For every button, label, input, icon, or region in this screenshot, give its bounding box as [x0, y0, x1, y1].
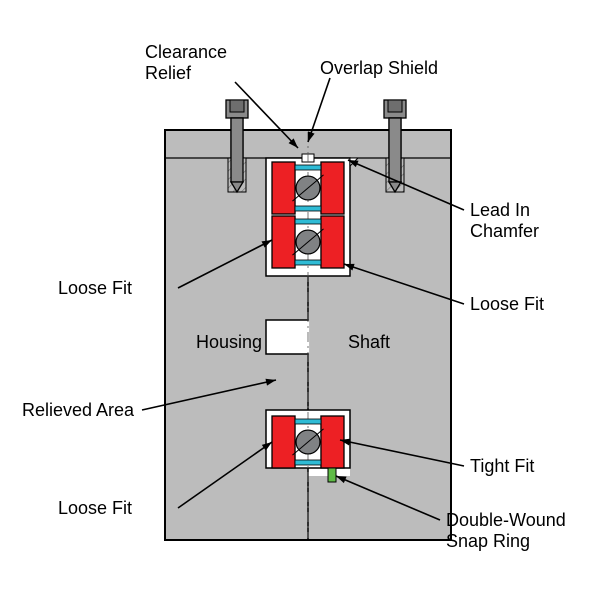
region-shaft: Shaft — [348, 332, 390, 353]
label-loose_fit_bl: Loose Fit — [58, 498, 132, 519]
label-lead_in_chamfer: Lead InChamfer — [470, 200, 539, 241]
label-loose_fit_tr: Loose Fit — [470, 294, 544, 315]
label-snap_ring: Double-WoundSnap Ring — [446, 510, 566, 551]
label-overlap_shield: Overlap Shield — [320, 58, 438, 79]
region-housing: Housing — [196, 332, 262, 353]
label-clearance_relief: ClearanceRelief — [145, 42, 227, 83]
label-tight_fit: Tight Fit — [470, 456, 534, 477]
label-loose_fit_tl: Loose Fit — [58, 278, 132, 299]
label-relieved_area: Relieved Area — [22, 400, 134, 421]
